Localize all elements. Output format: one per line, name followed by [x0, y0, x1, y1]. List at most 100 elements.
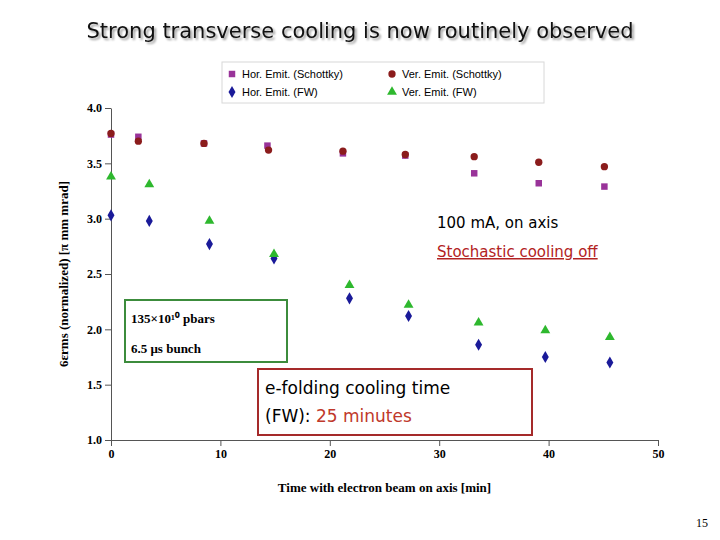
point: [606, 357, 613, 369]
point: [265, 146, 272, 153]
annotation-box: [125, 300, 287, 362]
point: [404, 299, 414, 308]
annotation-highlight: 25 minutes: [316, 406, 412, 426]
y-tick: 2.0: [87, 323, 111, 337]
x-tick-mark: [549, 440, 550, 446]
y-axis-line: [111, 109, 112, 441]
point: [107, 130, 114, 137]
point: [206, 238, 213, 250]
y-axis-title: 6εrms (normalized) [π mm mrad]: [56, 181, 71, 367]
annotation: 135×10¹⁰ pbars: [131, 311, 215, 326]
y-tick-mark: [105, 385, 111, 386]
series: [108, 131, 608, 189]
legend-box: [222, 62, 544, 103]
point: [345, 279, 355, 288]
point: [405, 310, 412, 322]
x-tick-label: 20: [324, 447, 336, 461]
y-tick-label: 1.0: [87, 433, 102, 447]
annotation: 100 mA, on axis: [437, 214, 558, 232]
point: [605, 331, 615, 340]
slide-number: 15: [696, 516, 708, 530]
x-tick-mark: [330, 440, 331, 446]
point: [402, 151, 409, 158]
point: [471, 153, 478, 160]
x-axis: 0 10 20 30 40 50: [109, 440, 665, 461]
x-axis-title: Time with electron beam on axis [min]: [278, 480, 491, 495]
x-tick-label: 0: [109, 447, 115, 461]
x-axis-line: [112, 440, 659, 441]
legend-marker: [229, 71, 235, 77]
slide: Strong transverse cooling is now routine…: [0, 0, 720, 540]
annotation: e-folding cooling time: [265, 378, 450, 398]
point: [269, 248, 279, 257]
annotation: Stochastic cooling off: [437, 243, 598, 261]
annotation: (FW): 25 minutes: [265, 406, 412, 426]
x-tick-label: 50: [653, 447, 665, 461]
legend-label: Hor. Emit. (Schottky): [242, 68, 343, 80]
y-tick-label: 3.5: [87, 157, 102, 171]
x-tick-mark: [439, 440, 440, 446]
y-tick-label: 2.0: [87, 323, 102, 337]
point: [146, 215, 153, 227]
y-tick: 3.5: [87, 157, 111, 171]
x-tick-mark: [220, 440, 221, 446]
point: [471, 170, 477, 176]
x-tick-label: 10: [215, 447, 227, 461]
x-tick-label: 30: [434, 447, 446, 461]
point: [144, 179, 154, 188]
point: [601, 183, 607, 189]
y-axis: 1.0 1.5 2.0 2.5 3.0 3.5 4.0: [87, 101, 112, 447]
point: [205, 215, 215, 224]
y-tick: 2.5: [87, 267, 111, 281]
x-tick: 20: [324, 440, 336, 461]
legend: Hor. Emit. (Schottky) Ver. Emit. (Schottk…: [222, 62, 544, 103]
series: [106, 171, 615, 340]
x-tick: 30: [434, 440, 446, 461]
point: [346, 292, 353, 304]
y-tick-label: 3.0: [87, 212, 102, 226]
annotation: 6.5 μs bunch: [131, 341, 202, 356]
x-tick-mark: [658, 440, 659, 446]
point: [475, 339, 482, 351]
point: [474, 317, 484, 326]
legend-marker: [388, 70, 395, 77]
x-tick-mark: [111, 440, 112, 446]
point: [540, 325, 550, 334]
y-tick-mark: [105, 108, 111, 109]
y-tick: 4.0: [87, 101, 111, 115]
y-tick-mark: [105, 440, 111, 441]
data-points: [106, 130, 615, 369]
legend-marker: [387, 86, 397, 95]
point: [339, 148, 346, 155]
y-tick-label: 2.5: [87, 267, 102, 281]
y-tick: 1.0: [87, 433, 111, 447]
y-tick-label: 1.5: [87, 378, 102, 392]
x-tick: 50: [653, 440, 665, 461]
point: [106, 171, 116, 180]
y-tick-mark: [105, 163, 111, 164]
x-tick: 40: [543, 440, 555, 461]
series: [108, 209, 614, 368]
point: [601, 163, 608, 170]
point: [201, 140, 207, 146]
slide-title: Strong transverse cooling is now routine…: [86, 19, 633, 43]
y-tick-mark: [105, 274, 111, 275]
series: [107, 130, 608, 171]
legend-label: Hor. Emit. (FW): [242, 86, 318, 98]
x-tick: 0: [109, 440, 115, 461]
legend-label: Ver. Emit. (FW): [402, 86, 477, 98]
y-tick-label: 4.0: [87, 101, 102, 115]
x-tick: 10: [215, 440, 227, 461]
y-tick: 1.5: [87, 378, 111, 392]
annotation-box: [258, 369, 532, 435]
y-tick: 3.0: [87, 212, 111, 226]
annotations: 100 mA, on axis Stochastic cooling off 135…: [125, 214, 598, 435]
point: [200, 140, 207, 147]
y-tick-mark: [105, 329, 111, 330]
legend-marker: [229, 86, 236, 98]
point: [108, 209, 115, 221]
point: [135, 138, 142, 145]
annotation-part: (FW):: [265, 406, 316, 426]
point: [536, 180, 542, 186]
legend-label: Ver. Emit. (Schottky): [402, 68, 502, 80]
